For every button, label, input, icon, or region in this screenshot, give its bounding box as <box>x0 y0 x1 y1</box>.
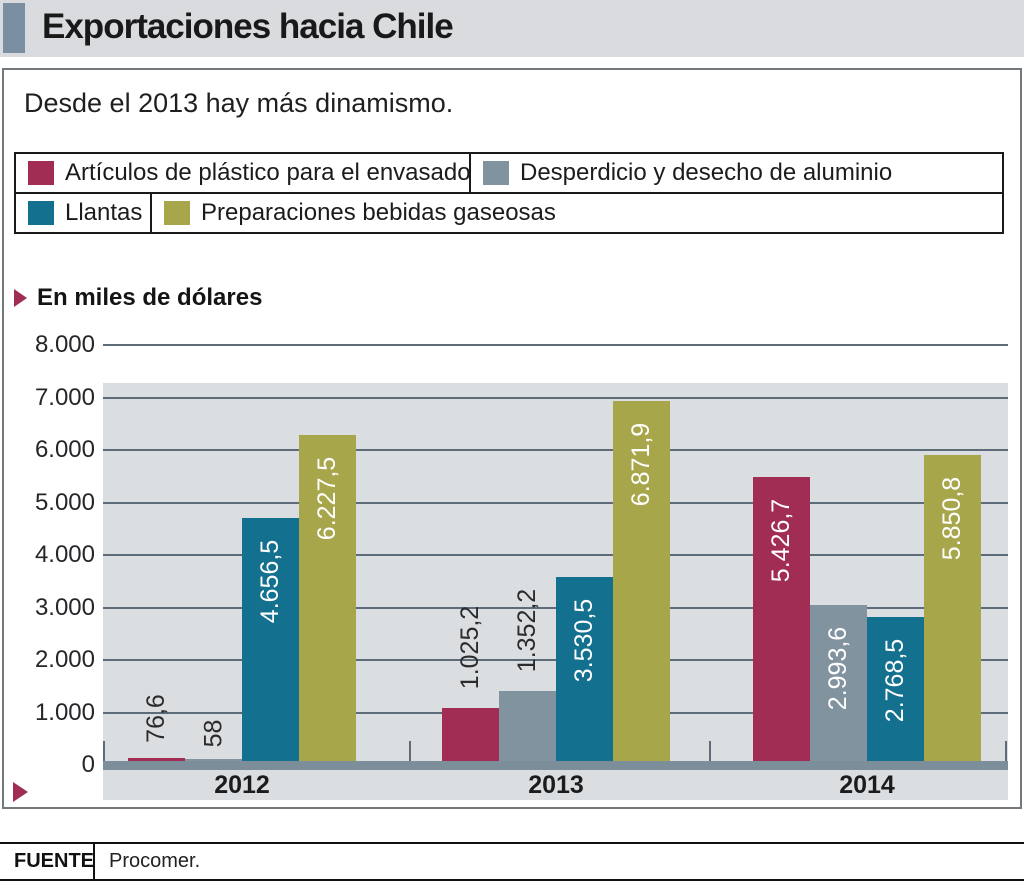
source-value: Procomer. <box>109 850 201 872</box>
legend-label-gaseosas: Preparaciones bebidas gaseosas <box>201 199 556 226</box>
legend: Artículos de plástico para el envasado D… <box>14 152 1004 234</box>
chart-subtitle: Desde el 2013 hay más dinamismo. <box>24 88 454 118</box>
legend-row: Llantas Preparaciones bebidas gaseosas <box>16 192 1002 232</box>
legend-swatch-llantas <box>28 201 54 225</box>
legend-row: Artículos de plástico para el envasado D… <box>16 154 1002 192</box>
axis-note-arrow-icon <box>14 289 27 307</box>
legend-item-llantas: Llantas <box>16 194 152 232</box>
header-bar <box>0 0 1024 57</box>
header-accent-square <box>3 3 25 53</box>
source-row: FUENTE Procomer. <box>0 842 1024 881</box>
source-divider <box>93 844 95 879</box>
legend-label-aluminio: Desperdicio y desecho de aluminio <box>520 159 893 186</box>
legend-label-llantas: Llantas <box>65 199 143 226</box>
legend-swatch-gaseosas <box>164 201 190 225</box>
bottom-arrow-icon <box>13 782 28 802</box>
page-title: Exportaciones hacia Chile <box>42 7 454 46</box>
legend-swatch-aluminio <box>483 161 509 185</box>
source-label: FUENTE <box>14 850 94 872</box>
legend-item-aluminio: Desperdicio y desecho de aluminio <box>471 154 1002 192</box>
legend-swatch-plastico <box>28 161 54 185</box>
legend-label-plastico: Artículos de plástico para el envasado <box>65 159 471 186</box>
legend-item-gaseosas: Preparaciones bebidas gaseosas <box>152 194 1002 232</box>
axis-note: En miles de dólares <box>37 284 263 311</box>
legend-item-plastico: Artículos de plástico para el envasado <box>16 154 471 192</box>
